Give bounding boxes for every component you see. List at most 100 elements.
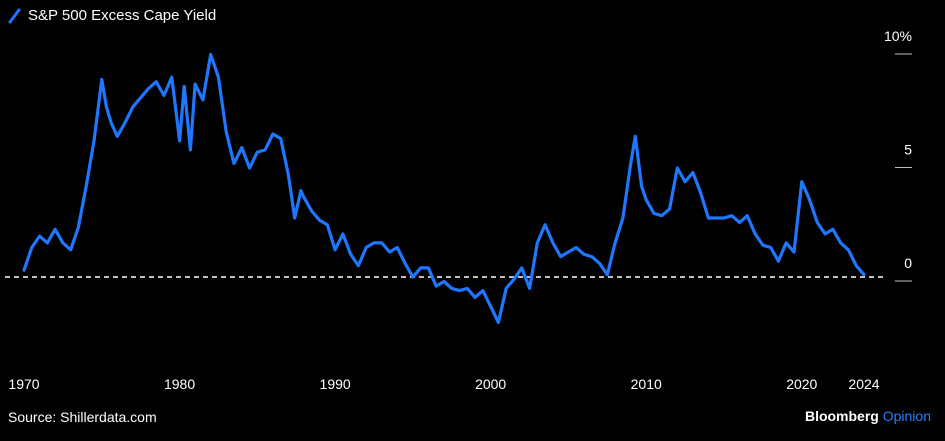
series-point xyxy=(691,171,695,174)
series-point xyxy=(505,287,508,290)
series-point xyxy=(862,273,866,276)
x-tick-label: 2000 xyxy=(475,376,506,392)
series-point xyxy=(559,255,562,258)
series-point xyxy=(225,130,228,133)
series-point xyxy=(823,232,827,236)
series-point xyxy=(613,241,617,245)
series-point xyxy=(232,162,236,165)
x-tick-label: 1990 xyxy=(320,376,351,392)
legend-label: S&P 500 Excess Cape Yield xyxy=(28,7,217,24)
series-point xyxy=(310,210,313,213)
series-point xyxy=(349,253,352,256)
series-point xyxy=(92,139,96,142)
series-point xyxy=(489,305,492,308)
legend-swatch-icon xyxy=(8,8,21,23)
series-point xyxy=(53,228,57,231)
series-point xyxy=(318,219,321,222)
x-tick-label: 2020 xyxy=(786,376,817,392)
x-tick-label: 1970 xyxy=(8,376,39,392)
brand-sub: Opinion xyxy=(882,408,931,424)
series-point xyxy=(707,216,710,220)
series-point xyxy=(668,207,671,211)
series-point xyxy=(365,246,368,249)
series-point xyxy=(753,232,757,236)
x-tick-label: 2010 xyxy=(631,376,662,392)
series-point xyxy=(22,269,26,272)
series-point xyxy=(162,94,166,97)
series-point xyxy=(621,216,625,220)
series-point xyxy=(372,241,376,245)
series-point xyxy=(800,180,803,183)
legend: S&P 500 Excess Cape Yield xyxy=(8,7,216,24)
series-point xyxy=(512,278,516,281)
series-point xyxy=(46,241,49,245)
series-point xyxy=(640,185,643,188)
series-point xyxy=(403,262,407,265)
series-point xyxy=(271,132,275,136)
series-point xyxy=(248,166,251,170)
series-point xyxy=(61,241,65,245)
y-tick-label: 0 xyxy=(904,255,912,271)
series-point xyxy=(170,76,173,79)
series-point xyxy=(769,246,772,249)
series-point xyxy=(30,246,33,249)
series-point xyxy=(293,216,296,220)
series-point xyxy=(116,135,119,138)
series-point xyxy=(326,223,329,226)
y-axis-tick-labels: 0 5 10% xyxy=(884,28,912,271)
series-point xyxy=(699,191,702,195)
series-point xyxy=(419,266,422,270)
series-point xyxy=(634,135,637,138)
y-tick-markers xyxy=(895,53,912,282)
series-point xyxy=(629,162,632,165)
series-points xyxy=(22,53,866,324)
series-point xyxy=(357,264,360,267)
series-point xyxy=(715,216,718,220)
series-point xyxy=(442,280,446,283)
series-point xyxy=(396,246,399,249)
series-point xyxy=(427,266,430,270)
series-point xyxy=(105,105,108,109)
series-point xyxy=(683,180,687,183)
series-point xyxy=(808,198,811,201)
series-point xyxy=(497,321,500,324)
series-point xyxy=(652,212,656,215)
series-point xyxy=(201,98,205,102)
series-point xyxy=(466,287,469,290)
series-point xyxy=(528,287,531,290)
series-point xyxy=(590,255,593,258)
series-point xyxy=(676,166,679,170)
series-point xyxy=(256,151,259,154)
series-point xyxy=(217,76,220,79)
series-point xyxy=(575,246,578,249)
series-point xyxy=(785,241,788,245)
series-point xyxy=(189,148,192,152)
series-point xyxy=(287,173,290,177)
series-point xyxy=(341,232,345,236)
series-point xyxy=(333,248,337,251)
series-point xyxy=(411,275,415,279)
series-point xyxy=(209,53,212,56)
y-tick-label: 5 xyxy=(904,142,912,158)
series-point xyxy=(77,225,80,229)
series-point xyxy=(520,266,523,270)
source-note: Source: Shillerdata.com xyxy=(8,409,157,425)
brand-logo: Bloomberg Opinion xyxy=(805,408,931,424)
series-point xyxy=(263,148,267,152)
series-point xyxy=(536,241,539,245)
series-point xyxy=(388,250,391,254)
series-point xyxy=(746,214,749,217)
series-point xyxy=(473,296,477,299)
series-point xyxy=(450,287,453,290)
series-point xyxy=(847,248,850,251)
series-point xyxy=(123,121,127,124)
series-point xyxy=(567,250,570,254)
series-point xyxy=(761,244,765,247)
y-tick-label: 10% xyxy=(884,28,912,44)
series-point xyxy=(147,87,150,90)
series-point xyxy=(722,216,726,220)
x-tick-label: 1980 xyxy=(164,376,195,392)
series-point xyxy=(792,250,796,254)
series-point xyxy=(299,189,303,192)
series-point xyxy=(69,248,72,251)
